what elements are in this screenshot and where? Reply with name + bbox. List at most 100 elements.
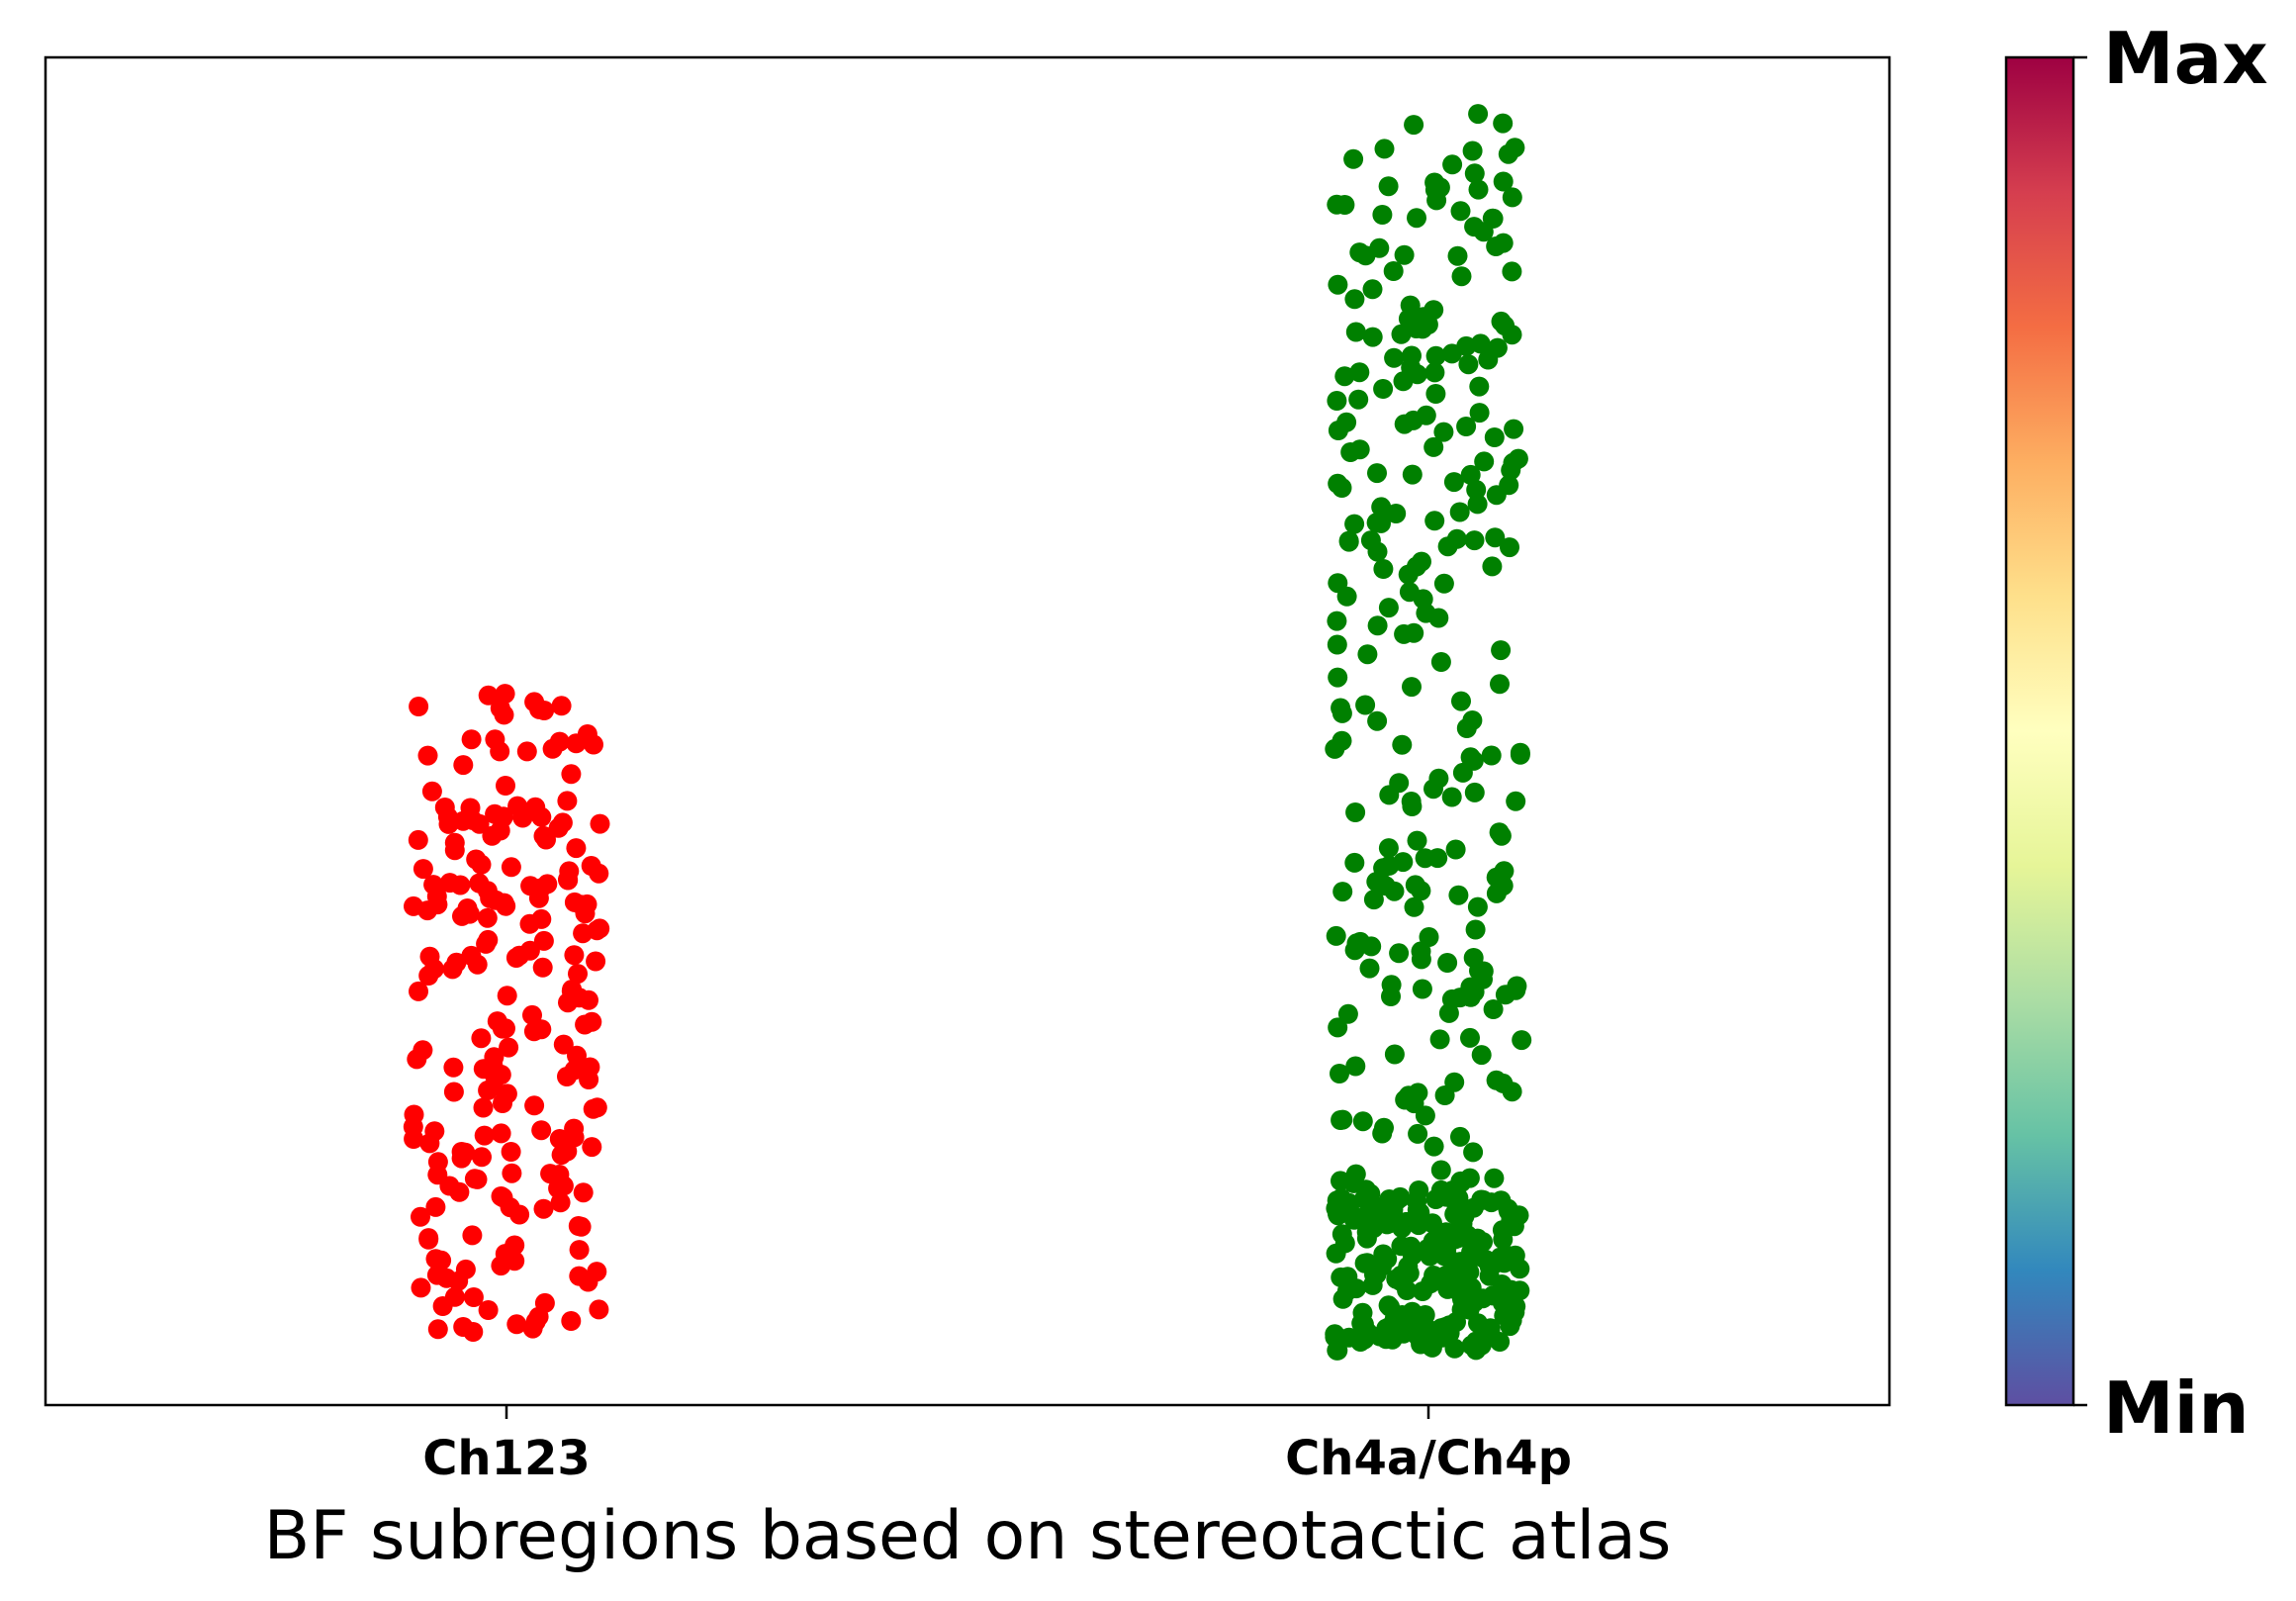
scatter-point (1392, 1218, 1413, 1239)
scatter-point (1495, 316, 1515, 336)
scatter-point (442, 959, 463, 980)
scatter-point (1394, 244, 1415, 265)
scatter-point (1393, 852, 1414, 873)
scatter-point (1419, 927, 1439, 947)
scatter-point (548, 817, 569, 838)
scatter-point (1507, 976, 1527, 996)
scatter-point (1430, 1160, 1451, 1180)
scatter-point (1327, 634, 1347, 655)
scatter-point (483, 1076, 504, 1096)
scatter-point (1328, 573, 1348, 594)
scatter-point (1373, 379, 1394, 399)
scatter-point (1491, 825, 1512, 846)
scatter-point (1362, 327, 1383, 347)
scatter-point (496, 776, 515, 796)
scatter-point (1471, 1045, 1492, 1066)
scatter-point (568, 964, 588, 985)
scatter-point (1354, 1206, 1375, 1227)
scatter-point (1447, 245, 1468, 266)
scatter-point (1336, 412, 1357, 432)
scatter-point (1404, 115, 1424, 136)
scatter-point (551, 696, 572, 716)
scatter-point (1386, 1318, 1407, 1339)
scatter-point (1334, 195, 1355, 215)
scatter-point (495, 684, 515, 705)
scatter-point (1493, 113, 1514, 134)
scatter-point (1458, 354, 1479, 375)
scatter-point (494, 705, 514, 725)
scatter-point (553, 1034, 574, 1055)
scatter-point (1452, 762, 1473, 783)
scatter-point (1433, 422, 1454, 442)
scatter-point (443, 1057, 464, 1078)
scatter-point (1332, 1288, 1353, 1309)
scatter-point (1404, 896, 1424, 917)
scatter-point (501, 1142, 521, 1162)
scatter-point (408, 829, 428, 850)
scatter-point (557, 791, 578, 811)
scatter-point (1413, 589, 1433, 610)
scatter-point (583, 1098, 603, 1119)
scatter-point (564, 1118, 585, 1139)
scatter-point (1340, 442, 1361, 462)
colorbar (2004, 55, 2075, 1407)
scatter-point (473, 1097, 494, 1118)
scatter-point (1481, 745, 1502, 766)
scatter-point (472, 1147, 492, 1168)
x-tick-label-ch123: Ch123 (422, 1431, 591, 1486)
scatter-point (1437, 953, 1458, 973)
scatter-point (531, 1120, 552, 1141)
scatter-point (497, 986, 517, 1006)
scatter-point (1367, 615, 1388, 636)
scatter-point (557, 1141, 578, 1162)
scatter-point (478, 685, 499, 706)
scatter-point (1510, 742, 1530, 763)
scatter-point (409, 981, 428, 1001)
scatter-point (1348, 389, 1369, 410)
scatter-point (586, 951, 606, 972)
scatter-point (1378, 598, 1399, 618)
scatter-point (1400, 1239, 1421, 1260)
scatter-point (471, 1028, 492, 1049)
scatter-point (437, 806, 458, 827)
scatter-point (584, 734, 603, 755)
scatter-point (1424, 436, 1444, 457)
scatter-point (1411, 949, 1431, 970)
scatter-point (1456, 417, 1477, 436)
scatter-point (1487, 337, 1508, 358)
scatter-point (582, 1137, 602, 1158)
scatter-point (1339, 1200, 1360, 1221)
scatter-point (1484, 427, 1505, 447)
scatter-point (1326, 925, 1346, 946)
scatter-point (1425, 384, 1446, 404)
scatter-point (566, 838, 587, 859)
scatter-point (1464, 782, 1485, 802)
scatter-point (1407, 208, 1426, 229)
scatter-point (1469, 376, 1490, 397)
scatter-point (417, 745, 438, 766)
scatter-point (1405, 875, 1425, 895)
scatter-point (1373, 559, 1394, 579)
scatter-point (1429, 177, 1450, 198)
scatter-point (575, 1014, 596, 1035)
scatter-point (522, 1004, 542, 1025)
scatter-point (1374, 1117, 1394, 1138)
scatter-point (1500, 537, 1519, 558)
scatter-point (1325, 1324, 1345, 1345)
scatter-point (579, 989, 598, 1010)
scatter-point (1386, 504, 1407, 523)
scatter-point (1502, 187, 1522, 208)
scatter-point (1408, 1083, 1428, 1103)
scatter-point (1446, 528, 1467, 549)
scatter-point (509, 945, 529, 966)
scatter-point (499, 1037, 519, 1058)
scatter-point (1460, 987, 1481, 1007)
scatter-point (1401, 357, 1422, 378)
scatter-point (1367, 463, 1387, 484)
scatter-point (1433, 573, 1454, 594)
scatter-point (1328, 274, 1348, 295)
scatter-point (411, 1277, 431, 1298)
scatter-point (1356, 1228, 1377, 1249)
scatter-point (482, 825, 503, 846)
scatter-point (506, 1314, 527, 1335)
